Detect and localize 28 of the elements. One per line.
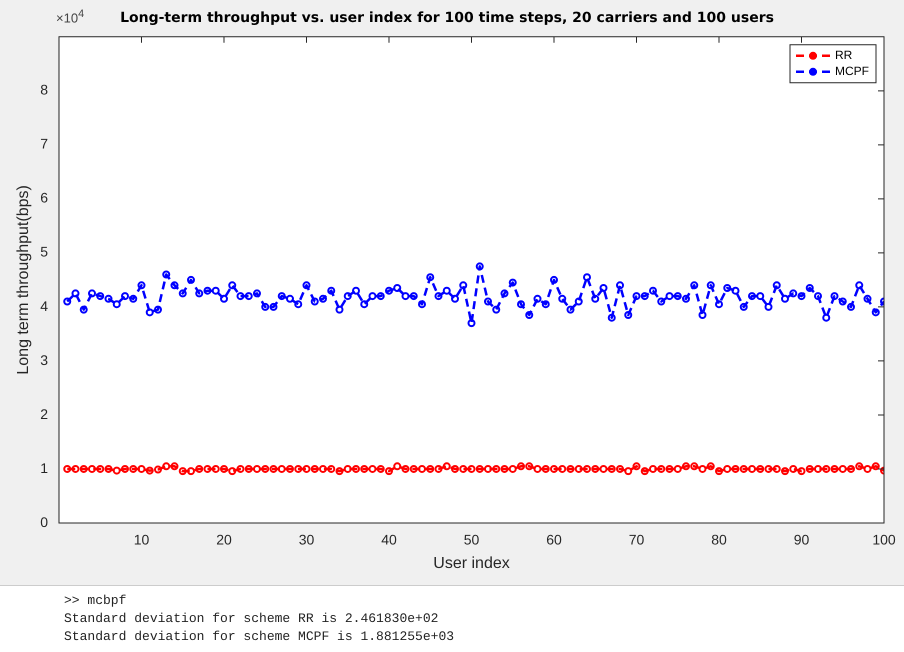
y-tick-label: 5 — [40, 244, 48, 260]
x-tick-label: 30 — [298, 531, 314, 548]
text: Standard deviation for scheme MCPF is 1.881255e+03 — [64, 628, 456, 646]
y-tick-label: 0 — [40, 514, 48, 530]
y-tick-label: 6 — [40, 190, 48, 206]
y-tick-label: 2 — [40, 406, 48, 422]
x-tick-label: 50 — [464, 531, 480, 548]
y-axis-title: Long term throughput(bps) — [15, 185, 32, 375]
x-tick-label: 100 — [872, 531, 896, 548]
text: >> mcbpf — [64, 592, 128, 610]
x-tick-label: 20 — [216, 531, 232, 548]
x-tick-label: 90 — [794, 531, 810, 548]
y-tick-label: 7 — [40, 136, 48, 152]
x-tick-label: 60 — [546, 531, 562, 548]
x-tick-label: 70 — [628, 531, 644, 548]
y-tick-label: 8 — [40, 82, 48, 98]
y-tick-label: 1 — [40, 460, 48, 476]
text: Standard deviation for scheme RR is 2.461830e+02 — [64, 610, 440, 628]
legend-label: RR — [835, 48, 853, 62]
x-tick-label: 40 — [381, 531, 397, 548]
chart-title: Long-term throughput vs. user index for 100 time steps, 20 carriers and 100 users — [120, 10, 774, 26]
x-axis-title: User index — [433, 554, 510, 572]
legend-label: MCPF — [835, 64, 870, 78]
x-tick-label: 10 — [134, 531, 150, 548]
text: ×10$^{4}$ — [56, 8, 84, 26]
y-tick-label: 4 — [40, 298, 48, 314]
y-tick-label: 3 — [40, 352, 48, 368]
x-tick-label: 80 — [711, 531, 727, 548]
